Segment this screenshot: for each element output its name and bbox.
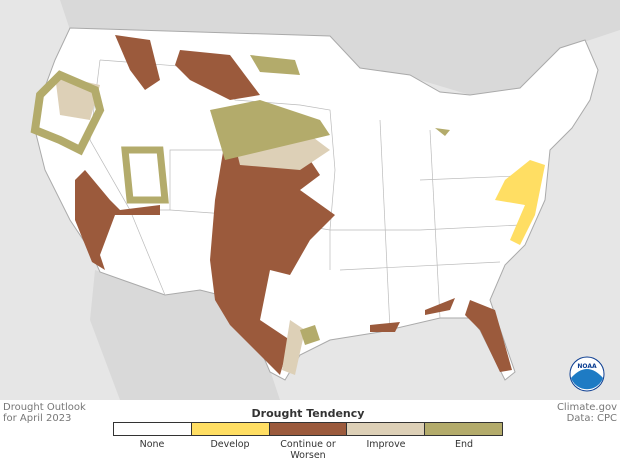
credit: Climate.gov Data: CPC xyxy=(557,402,617,424)
caption: Drought Outlook for April 2023 xyxy=(3,402,86,424)
drought-areas xyxy=(30,35,545,375)
caption-title: Drought Outlook xyxy=(3,402,86,413)
legend-label: None xyxy=(139,439,165,450)
worsen-area xyxy=(210,140,335,375)
credit-data: Data: CPC xyxy=(566,413,617,424)
legend-label: End xyxy=(454,439,474,450)
legend-swatch xyxy=(425,423,502,435)
worsen-area xyxy=(175,50,260,100)
end-area xyxy=(30,70,105,156)
improve-area xyxy=(282,320,305,375)
legend-label: Improve xyxy=(366,439,406,450)
legend-label: Continue or Worsen xyxy=(280,439,336,461)
worsen-area xyxy=(75,170,160,270)
legend-swatch xyxy=(114,423,192,435)
worsen-area xyxy=(370,298,455,332)
worsen-area xyxy=(465,300,512,372)
legend-swatch xyxy=(347,423,426,435)
legend-bar xyxy=(113,422,503,436)
caption-subtitle: for April 2023 xyxy=(3,413,72,424)
legend-swatch xyxy=(191,423,270,435)
credit-source: Climate.gov xyxy=(556,402,617,413)
legend-swatch xyxy=(269,423,348,435)
map: NOAA xyxy=(0,0,620,400)
end-area xyxy=(210,55,330,160)
develop-area xyxy=(495,160,545,245)
legend-labels: None Develop Continue or Worsen Improve End xyxy=(113,439,503,461)
worsen-area xyxy=(115,35,160,90)
logo-text: NOAA xyxy=(577,363,597,370)
legend-label: Develop xyxy=(210,439,250,450)
logo-wave xyxy=(571,369,603,390)
legend-title: Drought Tendency xyxy=(251,407,365,420)
end-area xyxy=(121,146,169,204)
